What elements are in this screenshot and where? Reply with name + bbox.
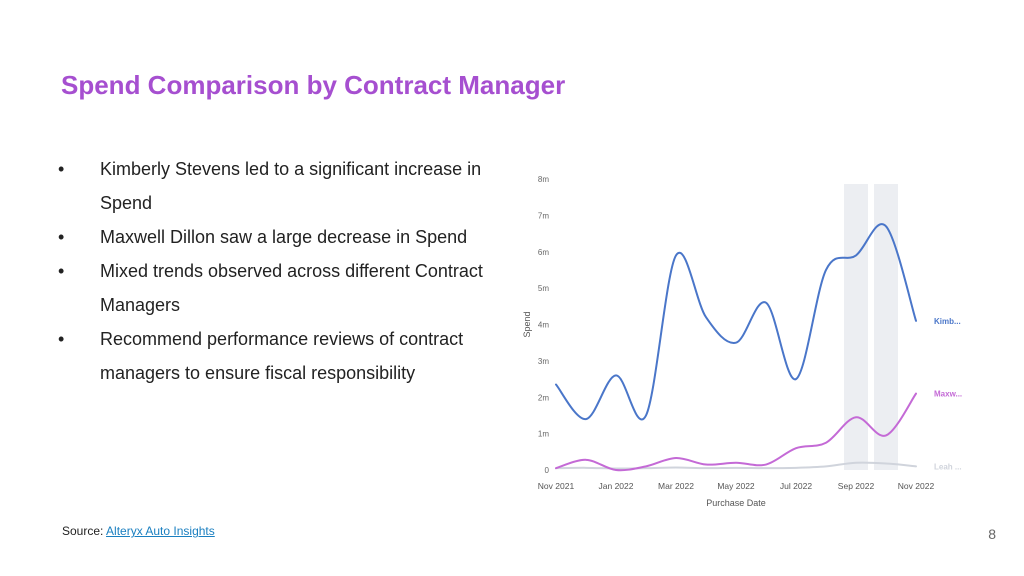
y-tick-label: 2m <box>538 393 549 402</box>
source-label: Source: <box>62 524 107 538</box>
series-line <box>555 461 917 470</box>
y-axis-title: Spend <box>522 311 532 337</box>
source-note: Source: Alteryx Auto Insights <box>62 524 215 538</box>
series-end-label: Maxw... <box>934 390 962 399</box>
y-tick-label: 6m <box>538 248 549 257</box>
x-tick-label: Jan 2022 <box>599 481 634 491</box>
y-tick-label: 4m <box>538 321 549 330</box>
y-tick-label: 3m <box>538 357 549 366</box>
series-end-label: Leah ... <box>934 462 962 471</box>
series-line <box>555 223 917 421</box>
bullet-text: Maxwell Dillon saw a large decrease in S… <box>100 227 468 247</box>
bullet-text: Kimberly Stevens led to a significant in… <box>100 159 482 213</box>
y-tick-label: 0 <box>545 466 550 475</box>
page-number: 8 <box>988 526 996 542</box>
bullet-item: • Kimberly Stevens led to a significant i… <box>58 152 508 220</box>
y-tick-label: 1m <box>538 430 549 439</box>
x-axis-title: Purchase Date <box>706 498 766 508</box>
series-end-label: Kimb... <box>934 317 961 326</box>
bullet-text: Mixed trends observed across different C… <box>100 261 483 315</box>
y-tick-label: 7m <box>538 211 549 220</box>
bullet-marker: • <box>58 329 65 349</box>
source-link[interactable]: Alteryx Auto Insights <box>106 524 215 538</box>
bullet-text: Recommend performance reviews of contrac… <box>100 329 464 383</box>
highlight-band <box>874 184 898 470</box>
x-tick-label: Sep 2022 <box>838 481 875 491</box>
bullet-marker: • <box>58 159 65 179</box>
x-tick-label: Nov 2021 <box>538 481 575 491</box>
y-tick-label: 5m <box>538 284 549 293</box>
x-tick-label: Jul 2022 <box>780 481 812 491</box>
bullet-marker: • <box>58 227 65 247</box>
x-tick-label: Nov 2022 <box>898 481 935 491</box>
slide-title: Spend Comparison by Contract Manager <box>61 70 566 100</box>
spend-line-chart: 0 1m 2m 3m 4m 5m 6m 7m 8m Nov 2021 Jan 2022 Mar 202… <box>522 175 962 508</box>
bullet-item: • Mixed trends observed across different … <box>58 254 508 322</box>
bullet-item: • Maxwell Dillon saw a large decrease in … <box>58 220 508 254</box>
y-tick-label: 8m <box>538 175 549 184</box>
bullet-item: • Recommend performance reviews of contra… <box>58 322 508 390</box>
highlight-band <box>844 184 868 470</box>
bullet-marker: • <box>58 261 65 281</box>
x-tick-label: May 2022 <box>717 481 755 491</box>
bullet-list: • Kimberly Stevens led to a significant i… <box>58 152 508 390</box>
series-line <box>555 392 917 472</box>
x-tick-label: Mar 2022 <box>658 481 694 491</box>
